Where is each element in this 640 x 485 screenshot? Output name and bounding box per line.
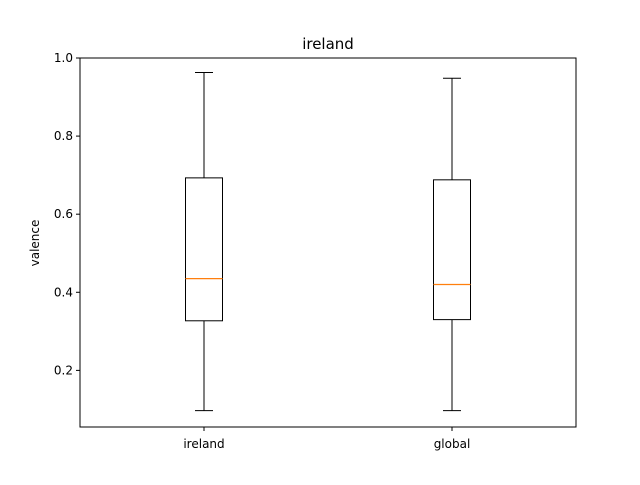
y-tick-label: 0.4 bbox=[54, 285, 73, 299]
interquartile-box bbox=[185, 177, 223, 322]
x-axis: ireland global bbox=[183, 427, 470, 451]
box-global bbox=[433, 77, 471, 412]
y-axis-label: valence bbox=[28, 220, 42, 267]
y-tick-label: 0.6 bbox=[54, 207, 73, 221]
y-axis: 0.2 0.4 0.6 0.8 1.0 bbox=[54, 51, 80, 377]
box-ireland bbox=[185, 71, 223, 412]
y-tick-label: 1.0 bbox=[54, 51, 73, 65]
chart-title: ireland bbox=[302, 35, 354, 53]
x-tick-label: ireland bbox=[183, 437, 224, 451]
box-series bbox=[185, 71, 471, 412]
y-tick-label: 0.2 bbox=[54, 363, 73, 377]
interquartile-box bbox=[433, 179, 471, 321]
plot-area-frame bbox=[79, 57, 577, 428]
x-tick-label: global bbox=[434, 437, 471, 451]
y-tick-label: 0.8 bbox=[54, 129, 73, 143]
